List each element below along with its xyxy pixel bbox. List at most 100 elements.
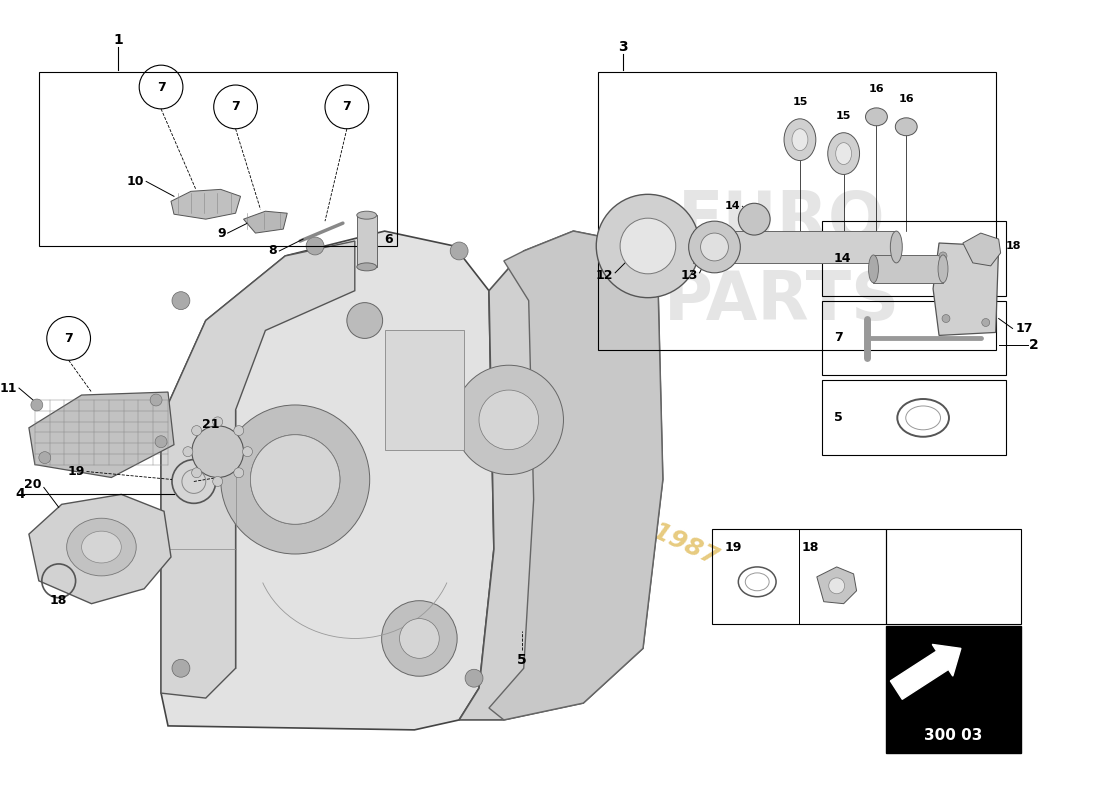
- Text: 10: 10: [126, 175, 144, 188]
- Bar: [822, 380, 1005, 454]
- Text: PARTS: PARTS: [664, 268, 900, 334]
- Text: 18: 18: [1005, 241, 1021, 251]
- Text: 7: 7: [64, 332, 73, 345]
- Text: 11: 11: [0, 382, 16, 394]
- Polygon shape: [29, 392, 174, 478]
- Polygon shape: [817, 567, 857, 604]
- Circle shape: [251, 434, 340, 524]
- Circle shape: [701, 233, 728, 261]
- Ellipse shape: [895, 118, 917, 136]
- Text: 12: 12: [595, 270, 613, 282]
- Text: 7: 7: [342, 100, 351, 114]
- Ellipse shape: [869, 255, 879, 282]
- Text: 3: 3: [618, 40, 628, 54]
- Circle shape: [242, 446, 253, 457]
- Circle shape: [399, 618, 439, 658]
- Circle shape: [31, 399, 43, 411]
- Text: 17: 17: [1015, 322, 1033, 335]
- Circle shape: [689, 221, 740, 273]
- Text: 19: 19: [725, 541, 741, 554]
- Ellipse shape: [356, 211, 376, 219]
- Bar: [822, 301, 1005, 375]
- Text: 14: 14: [834, 252, 851, 265]
- Ellipse shape: [81, 531, 121, 563]
- Circle shape: [172, 292, 190, 310]
- Polygon shape: [962, 233, 1001, 266]
- Circle shape: [620, 218, 675, 274]
- Circle shape: [39, 452, 51, 463]
- Text: 8: 8: [268, 245, 277, 258]
- Circle shape: [234, 468, 244, 478]
- Circle shape: [221, 405, 370, 554]
- Ellipse shape: [938, 255, 948, 282]
- Circle shape: [450, 242, 469, 260]
- Bar: [385, 330, 464, 450]
- Text: 4: 4: [15, 487, 24, 502]
- Text: 6: 6: [385, 233, 393, 246]
- Circle shape: [738, 203, 770, 235]
- Text: 7: 7: [231, 100, 240, 114]
- Polygon shape: [459, 231, 663, 720]
- Circle shape: [155, 436, 167, 448]
- Ellipse shape: [784, 119, 816, 161]
- Circle shape: [234, 426, 244, 435]
- Ellipse shape: [828, 133, 859, 174]
- Circle shape: [172, 659, 190, 678]
- Polygon shape: [161, 231, 494, 730]
- Circle shape: [251, 434, 340, 524]
- Text: 19: 19: [67, 465, 85, 478]
- Ellipse shape: [792, 129, 807, 150]
- Polygon shape: [161, 241, 355, 698]
- Text: 13: 13: [680, 270, 697, 282]
- FancyArrow shape: [890, 645, 961, 699]
- Bar: [39, 72, 396, 246]
- Circle shape: [150, 394, 162, 406]
- Circle shape: [191, 468, 201, 478]
- Text: EURO: EURO: [679, 188, 886, 254]
- Bar: [887, 626, 1021, 753]
- Circle shape: [478, 390, 539, 450]
- Text: 15: 15: [792, 97, 807, 107]
- Ellipse shape: [356, 263, 376, 271]
- Ellipse shape: [890, 231, 902, 263]
- Bar: [598, 72, 996, 350]
- Circle shape: [191, 426, 243, 478]
- Circle shape: [984, 255, 992, 263]
- Polygon shape: [933, 243, 999, 335]
- Circle shape: [454, 366, 563, 474]
- Circle shape: [212, 417, 222, 427]
- Circle shape: [346, 302, 383, 338]
- Text: 16: 16: [869, 84, 884, 94]
- Text: 14: 14: [725, 202, 740, 211]
- Text: 18: 18: [50, 594, 67, 607]
- Text: 18: 18: [802, 541, 820, 554]
- Circle shape: [828, 578, 845, 594]
- Text: a passion for parts since 1987: a passion for parts since 1987: [326, 369, 722, 570]
- Circle shape: [982, 318, 990, 326]
- Text: 7: 7: [834, 331, 843, 345]
- Circle shape: [596, 194, 700, 298]
- Circle shape: [212, 477, 222, 486]
- Text: 5: 5: [834, 411, 843, 424]
- Bar: [713, 529, 887, 623]
- Bar: [693, 231, 896, 263]
- Text: 16: 16: [899, 94, 914, 104]
- Text: 21: 21: [202, 418, 220, 431]
- Polygon shape: [170, 190, 241, 219]
- Text: 20: 20: [24, 478, 42, 491]
- Bar: [873, 255, 943, 282]
- Text: 1: 1: [113, 34, 123, 47]
- Bar: [887, 529, 1021, 623]
- Polygon shape: [29, 494, 170, 604]
- Text: 15: 15: [836, 111, 851, 121]
- Polygon shape: [488, 231, 663, 720]
- Bar: [822, 221, 1005, 296]
- Circle shape: [942, 314, 950, 322]
- Polygon shape: [243, 211, 287, 233]
- Ellipse shape: [67, 518, 136, 576]
- Ellipse shape: [866, 108, 888, 126]
- Circle shape: [191, 426, 201, 435]
- Text: 300 03: 300 03: [924, 728, 982, 743]
- Text: 2: 2: [1028, 338, 1038, 352]
- Bar: [356, 215, 376, 267]
